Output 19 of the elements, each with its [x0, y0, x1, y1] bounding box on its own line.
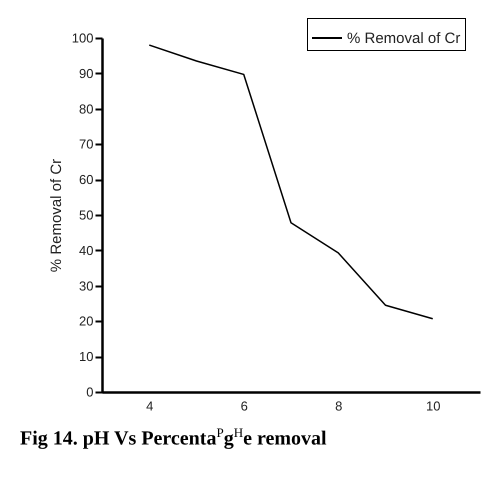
y-tick-label: 100 [72, 30, 94, 46]
y-axis-title: % Removal of Cr [48, 158, 65, 272]
y-tick-label: 60 [79, 172, 94, 188]
line-series [148, 44, 434, 320]
y-tick-label: 50 [79, 208, 94, 222]
x-tick-label: 6 [240, 398, 248, 414]
y-tick-label: 90 [79, 66, 94, 81]
y-tick-label: 20 [79, 314, 94, 329]
x-tick-label: 4 [146, 398, 154, 414]
x-tick-label: 8 [335, 398, 342, 414]
legend-label: % Removal of Cr [347, 30, 460, 47]
y-tick-label: 70 [79, 136, 94, 152]
y-tick-label: 10 [79, 349, 94, 364]
y-tick-label: 80 [79, 101, 94, 116]
text: Fig 14. pH Vs Percenta$^{P}$g$^{H}$e removal [20, 425, 327, 451]
y-tick-label: 40 [79, 242, 94, 258]
y-tick-label: 0 [86, 384, 94, 400]
y-tick-label: 30 [79, 278, 94, 294]
x-tick-label: 10 [426, 398, 440, 414]
